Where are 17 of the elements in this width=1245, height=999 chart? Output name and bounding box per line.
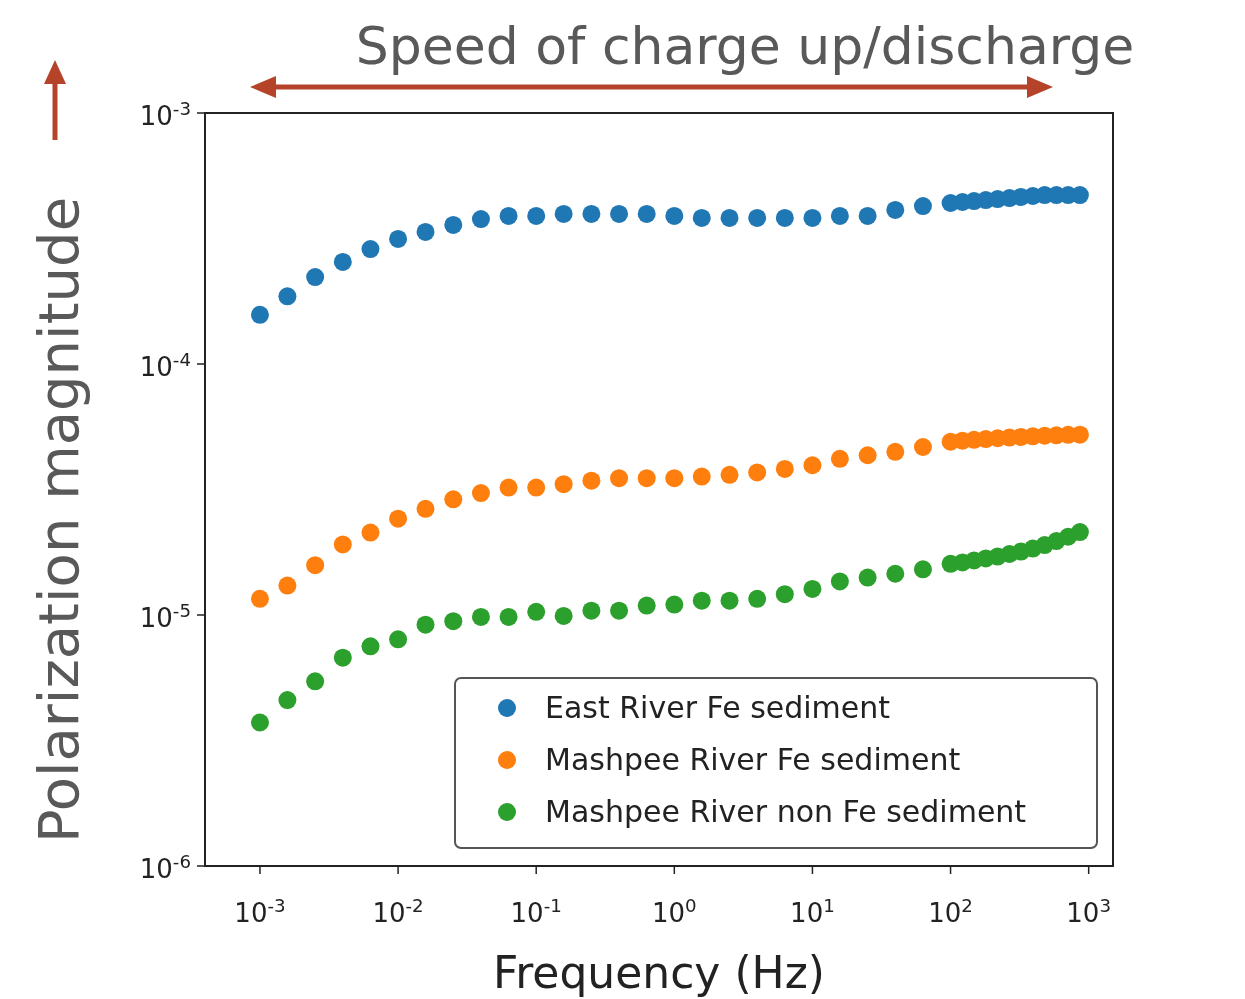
y-tick-label: 10$^{-5}$ xyxy=(139,599,191,633)
x-tick-label: 10$^{-1}$ xyxy=(510,894,562,928)
y-axis-title: Polarization magnitude xyxy=(26,196,91,844)
x-tick-label: 10$^{-3}$ xyxy=(234,894,286,928)
x-tick-label: 10$^{0}$ xyxy=(651,894,697,928)
legend-label: East River Fe sediment xyxy=(545,690,891,725)
x-tick-label: 10$^{3}$ xyxy=(1066,894,1112,928)
x-axis-title: Frequency (Hz) xyxy=(493,947,825,998)
legend-label: Mashpee River Fe sediment xyxy=(545,742,961,777)
legend-label: Mashpee River non Fe sediment xyxy=(545,794,1027,829)
text: Speed of charge up/discharge xyxy=(355,16,1135,76)
y-tick-label: 10$^{-6}$ xyxy=(139,850,191,884)
y-tick-label: 10$^{-4}$ xyxy=(139,348,191,382)
y-tick-label: 10$^{-3}$ xyxy=(139,97,191,131)
x-tick-label: 10$^{1}$ xyxy=(790,894,835,928)
x-tick-label: 10$^{-2}$ xyxy=(372,894,424,928)
x-tick-label: 10$^{2}$ xyxy=(928,894,973,928)
